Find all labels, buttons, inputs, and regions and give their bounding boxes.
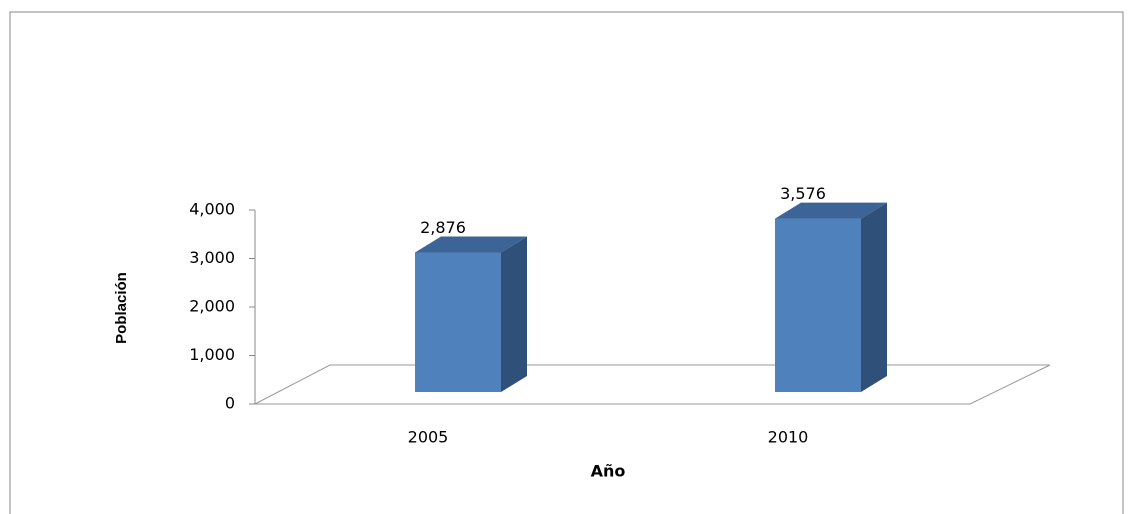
chart-border (9, 11, 1124, 514)
value-label: 3,576 (780, 184, 826, 203)
y-tick-label: 2,000 (189, 297, 235, 316)
x-tick-label: 2005 (408, 428, 449, 447)
bar-top (775, 202, 887, 219)
y-tick-label: 4,000 (189, 200, 235, 219)
bar-top (415, 236, 527, 253)
x-axis-label: Año (591, 462, 626, 481)
bar-side (501, 236, 527, 392)
bar (415, 252, 501, 392)
bar (775, 218, 861, 392)
value-label: 2,876 (420, 218, 466, 237)
y-axis-label: Población (113, 272, 130, 344)
bar-side (861, 202, 887, 392)
y-tick-label: 3,000 (189, 248, 235, 267)
x-tick-label: 2010 (768, 428, 809, 447)
y-tick-label: 1,000 (189, 345, 235, 364)
floor (254, 364, 1051, 405)
y-tick-label: 0 (225, 394, 235, 413)
